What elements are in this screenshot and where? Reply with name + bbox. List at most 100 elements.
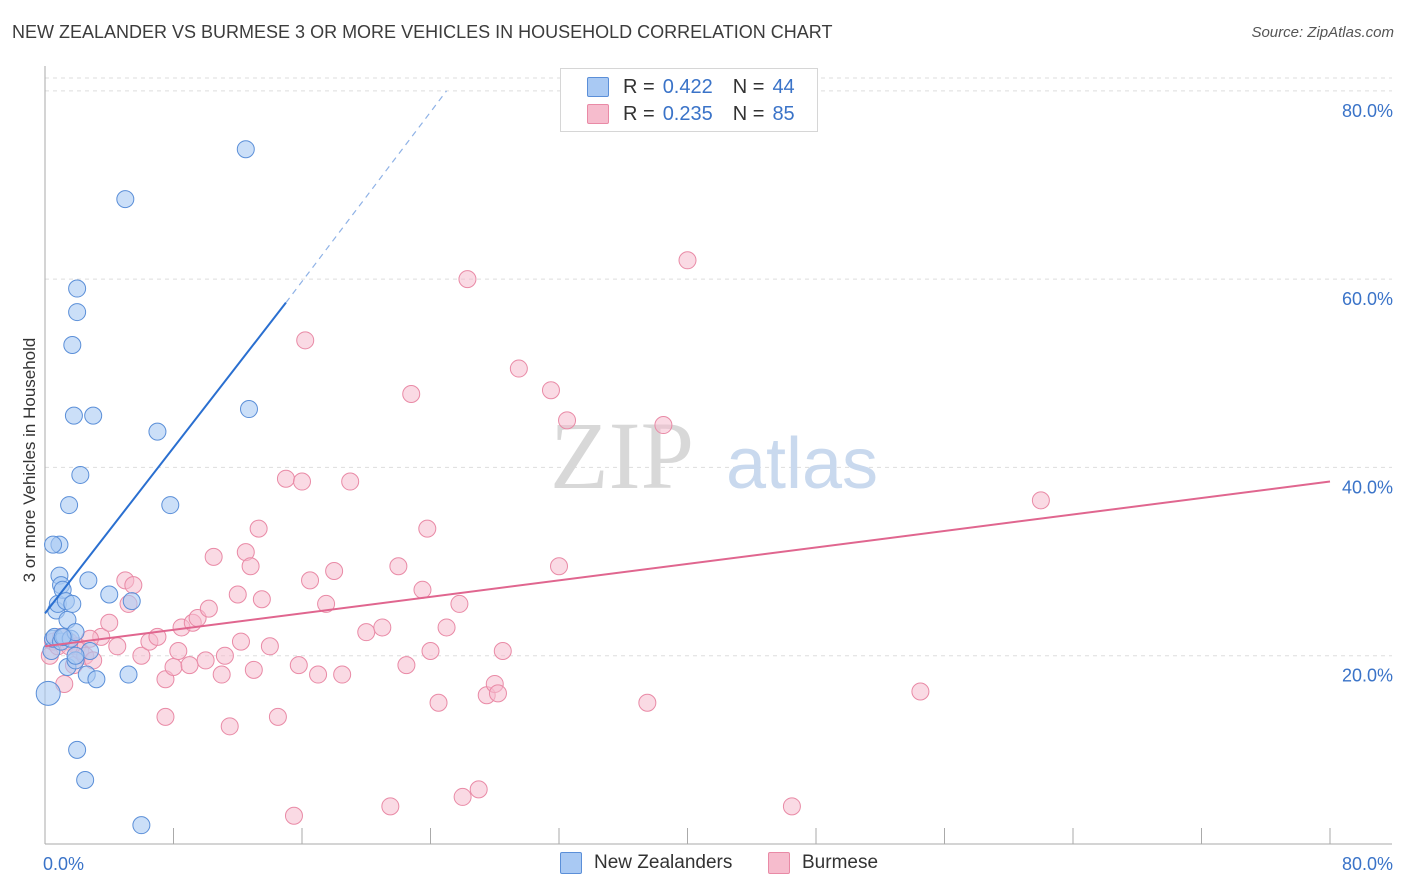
legend-r-value: 0.235 [662, 102, 713, 125]
burmese-point [276, 469, 295, 488]
burmese-point [309, 665, 328, 684]
legend-n-label: N = [732, 102, 765, 125]
burmese-point [293, 472, 311, 491]
new-zealanders-point [71, 465, 90, 484]
burmese-point [381, 797, 400, 816]
new-zealanders-point [239, 400, 258, 419]
burmese-point [220, 717, 239, 736]
burmese-point [493, 642, 512, 660]
burmese-point [284, 806, 303, 825]
burmese-point [289, 656, 308, 675]
burmese-point [638, 693, 657, 712]
new-zealanders-point [44, 535, 63, 554]
axis-layer [44, 66, 1392, 845]
burmese-point [389, 557, 408, 576]
burmese-point [325, 561, 344, 580]
new-zealanders-trend-extension [285, 90, 448, 304]
burmese-point [654, 416, 673, 435]
burmese-point [244, 660, 263, 679]
source-label: Source: ZipAtlas.com [1251, 24, 1394, 41]
y-tick-label: 60.0% [1342, 289, 1393, 309]
legend-n-value: 44 [772, 75, 795, 98]
burmese-point [333, 665, 352, 684]
new-zealanders-point [64, 406, 83, 425]
legend-row-new-zealanders: R = 0.422 N = 44 [587, 75, 795, 99]
burmese-point [402, 384, 421, 403]
burmese-point [429, 693, 448, 712]
series-legend: New Zealanders Burmese [0, 852, 1406, 878]
burmese-point [301, 571, 320, 590]
legend-n-value: 85 [772, 102, 795, 125]
legend-r-value: 0.422 [662, 75, 713, 98]
burmese-point [296, 331, 315, 350]
y-tick-label: 40.0% [1342, 477, 1393, 497]
burmese-point [421, 642, 440, 660]
burmese-point [204, 547, 223, 566]
y-tick-label: 80.0% [1342, 101, 1393, 121]
burmese-point [228, 585, 247, 604]
new-zealanders-point [79, 571, 98, 590]
burmese-point [541, 381, 560, 400]
burmese-point [231, 632, 250, 651]
series-legend-burmese[interactable]: Burmese [768, 852, 878, 874]
legend-swatch-blue [587, 77, 609, 97]
burmese-point [413, 580, 432, 599]
new-zealanders-point [122, 592, 141, 611]
new-zealanders-point [161, 496, 180, 515]
burmese-point [215, 646, 234, 665]
new-zealanders-point [132, 816, 151, 835]
burmese-point [509, 359, 528, 378]
burmese-point [164, 658, 183, 677]
burmese-points [40, 251, 1050, 825]
new-zealanders-point [87, 670, 106, 689]
burmese-point [418, 519, 437, 538]
tick-labels: 20.0% 40.0% 60.0% 80.0% 0.0% 80.0% [43, 101, 1393, 874]
new-zealanders-point [116, 190, 135, 209]
burmese-point [453, 787, 472, 806]
new-zealanders-point [63, 594, 82, 613]
burmese-point [196, 651, 215, 670]
new-zealanders-trend-line [44, 302, 287, 614]
new-zealanders-point [68, 279, 87, 298]
watermark: ZIP atlas [550, 402, 878, 509]
burmese-point [341, 472, 360, 491]
burmese-point [132, 646, 151, 665]
x-tick-label-max: 80.0% [1342, 854, 1393, 874]
new-zealanders-point [100, 585, 119, 604]
series-swatch-blue [560, 852, 582, 874]
burmese-point [241, 557, 260, 576]
new-zealanders-points [35, 140, 258, 835]
burmese-point [268, 707, 287, 726]
burmese-point [1031, 491, 1050, 510]
series-legend-label: New Zealanders [594, 852, 733, 873]
new-zealanders-point [236, 140, 255, 159]
new-zealanders-point [35, 680, 61, 706]
y-tick-label: 20.0% [1342, 666, 1393, 686]
legend-row-burmese: R = 0.235 N = 85 [587, 102, 795, 126]
new-zealanders-point [66, 646, 85, 665]
burmese-point [373, 618, 392, 637]
burmese-point [252, 590, 271, 609]
burmese-point [469, 780, 488, 799]
burmese-point [397, 656, 416, 675]
burmese-point [108, 637, 127, 656]
trend-lines [44, 90, 1331, 648]
burmese-trend-line [44, 480, 1331, 648]
burmese-point [488, 684, 507, 703]
burmese-point [156, 707, 175, 726]
burmese-point [260, 637, 279, 656]
series-legend-label: Burmese [802, 852, 879, 873]
legend-n-label: N = [732, 75, 765, 98]
new-zealanders-point [84, 406, 103, 425]
new-zealanders-point [76, 770, 95, 789]
legend-swatch-pink [587, 104, 609, 124]
legend-r-label: R = [623, 75, 655, 98]
series-swatch-pink [768, 852, 790, 874]
new-zealanders-point [60, 496, 79, 515]
burmese-point [911, 682, 930, 701]
watermark-atlas: atlas [726, 424, 878, 504]
burmese-point [550, 557, 568, 576]
burmese-point [124, 576, 143, 595]
series-legend-new-zealanders[interactable]: New Zealanders [560, 852, 732, 874]
burmese-point [450, 594, 469, 613]
